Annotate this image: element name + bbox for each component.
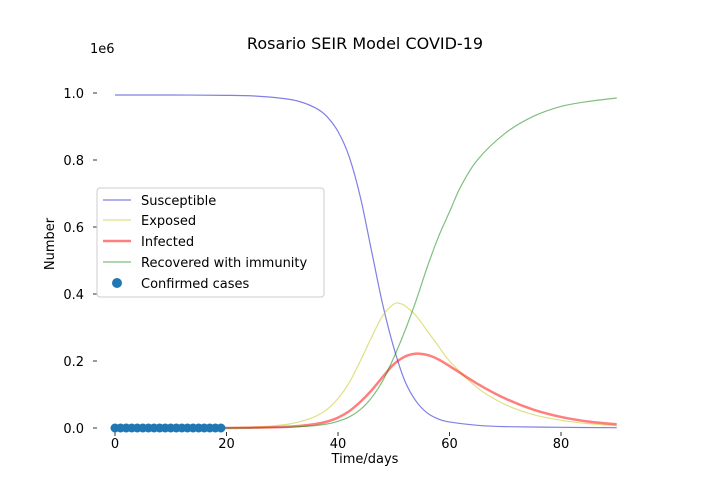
legend: Susceptible Exposed Infected Recovered w… xyxy=(96,187,325,298)
y-axis-label: Number xyxy=(43,217,58,270)
line-susceptible xyxy=(114,94,617,429)
legend-box xyxy=(96,187,325,298)
y-tick-label: 0.8 xyxy=(63,154,84,169)
y-tick-label: 0.6 xyxy=(63,221,84,236)
chart-title: Rosario SEIR Model COVID-19 xyxy=(247,34,483,53)
y-tick-label: 0.0 xyxy=(63,422,84,437)
legend-swatch-confirmed xyxy=(112,278,122,288)
legend-label-exposed: Exposed xyxy=(141,214,196,229)
x-tick-label: 80 xyxy=(553,437,570,452)
confirmed-case-point xyxy=(216,423,226,433)
x-ticks: 0 20 40 60 80 xyxy=(111,432,569,452)
y-tick-label: 1.0 xyxy=(63,87,84,102)
series-lines xyxy=(114,94,617,430)
y-tick-label: 0.4 xyxy=(63,288,84,303)
x-axis-label: Time/days xyxy=(331,452,399,467)
confirmed-cases-points xyxy=(110,423,226,433)
line-exposed xyxy=(114,302,617,429)
y-tick-label: 0.2 xyxy=(63,355,84,370)
x-tick-label: 20 xyxy=(218,437,235,452)
legend-label-infected: Infected xyxy=(141,235,194,250)
x-tick-label: 0 xyxy=(111,437,119,452)
line-recovered xyxy=(115,97,617,429)
legend-label-susceptible: Susceptible xyxy=(141,194,216,209)
legend-label-confirmed: Confirmed cases xyxy=(141,277,250,292)
x-tick-label: 60 xyxy=(441,437,458,452)
x-tick-label: 40 xyxy=(330,437,347,452)
y-offset-label: 1e6 xyxy=(90,42,115,57)
legend-label-recovered: Recovered with immunity xyxy=(141,256,308,271)
y-ticks: 0.0 0.2 0.4 0.6 0.8 1.0 xyxy=(63,87,97,437)
